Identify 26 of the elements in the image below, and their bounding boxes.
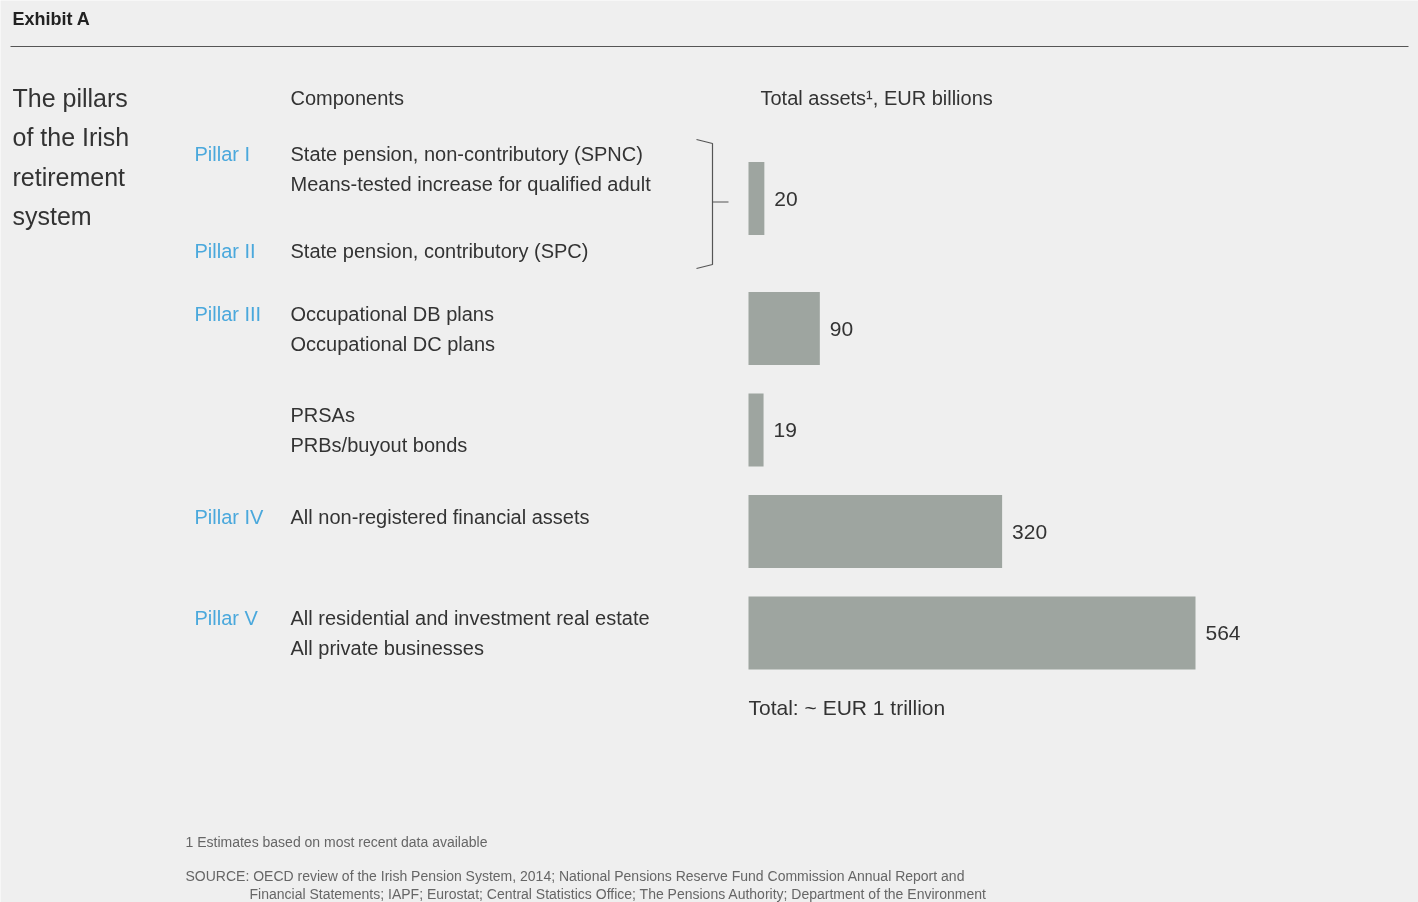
data-label: 20: [774, 186, 798, 210]
data-label: 320: [1012, 519, 1048, 543]
y-axis-title: Components: [290, 86, 404, 109]
data-label: 19: [773, 418, 797, 441]
bar: [748, 393, 764, 467]
text: Pillar III: [194, 302, 262, 325]
text: The pillars of the Irish retirement system: [12, 83, 130, 230]
x-axis-title: Total assets¹, EUR billions: [760, 86, 993, 109]
text: Pillar I: [194, 142, 251, 165]
source-note: SOURCE: OECD review of the Irish Pension System, 2014; National Pensions Reserve Fund Commission Annual Report and Financial Statements; IAPF; Eurostat; Central Statistics Office; The Pensions Authority; Department of the Environment: [185, 867, 986, 902]
bar: [748, 292, 820, 365]
y-tick-label: Occupational DB plans Occupational DC plans: [290, 302, 496, 355]
text: Pillar IV: [194, 505, 265, 528]
bar: [748, 495, 1003, 568]
text: Total: ~ EUR 1 trillion: [748, 696, 946, 719]
text: Pillar II: [194, 239, 256, 262]
data-label: 564: [1205, 621, 1241, 644]
y-tick-label: All non-registered financial assets: [290, 505, 590, 528]
text: 1 Estimates based on most recent data available: [185, 833, 488, 850]
category-label: State pension, non-contributory (SPNC) Means-tested increase for qualified adult State pension, contributory (SPC): [290, 142, 651, 262]
data-label: 90: [829, 316, 854, 340]
text: Exhibit A: [12, 8, 90, 29]
bar: [748, 596, 1196, 670]
y-tick-label: All residential and investment real estate All private businesses: [290, 607, 650, 659]
y-tick-label: PRSAs PRBs/buyout bonds: [290, 404, 468, 456]
text: Pillar V: [194, 607, 259, 629]
